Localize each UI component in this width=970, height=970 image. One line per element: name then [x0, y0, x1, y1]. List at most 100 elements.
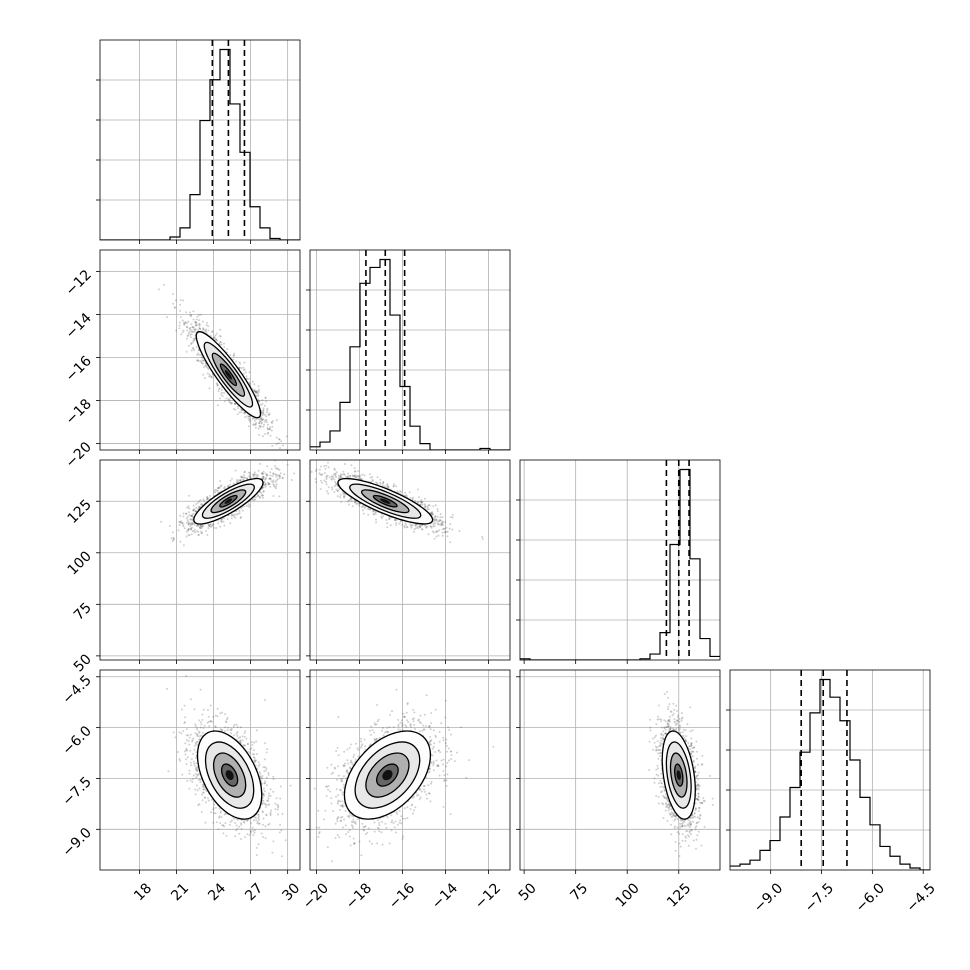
sample-point [235, 510, 238, 513]
sample-point [240, 476, 243, 479]
sample-point [229, 354, 232, 357]
sample-point [189, 522, 192, 525]
sample-point [215, 332, 218, 335]
sample-point [270, 421, 273, 423]
sample-point [278, 477, 281, 480]
sample-point [213, 337, 216, 340]
sample-point [197, 329, 200, 332]
sample-point [186, 329, 189, 332]
pair-panel-2-0 [96, 459, 301, 664]
sample-point [263, 478, 266, 481]
sample-point [190, 518, 192, 521]
sample-point [191, 518, 194, 521]
sample-point [183, 527, 186, 530]
sample-point [213, 527, 216, 529]
sample-point [198, 319, 200, 322]
sample-point [332, 477, 335, 480]
sample-point [173, 538, 175, 540]
sample-point [189, 523, 192, 526]
sample-point [430, 511, 433, 514]
sample-point [257, 469, 260, 472]
sample-point [198, 324, 201, 327]
sample-point [435, 519, 438, 522]
sample-point [258, 462, 261, 465]
sample-point [210, 376, 213, 379]
sample-point [181, 331, 184, 334]
sample-point [180, 333, 183, 336]
sample-point [302, 462, 304, 464]
sample-point [187, 523, 190, 526]
sample-point [246, 477, 249, 480]
sample-point [405, 524, 408, 526]
sample-point [171, 293, 174, 295]
sample-point [368, 473, 371, 476]
sample-point [265, 415, 268, 418]
sample-point [197, 360, 200, 362]
sample-point [182, 329, 185, 332]
sample-point [412, 496, 415, 499]
sample-point [189, 328, 192, 331]
sample-point [208, 373, 211, 376]
sample-point [221, 395, 224, 398]
sample-point [200, 361, 203, 363]
sample-point [420, 501, 422, 503]
sample-point [188, 534, 191, 537]
sample-point [257, 385, 260, 388]
sample-point [266, 481, 269, 484]
sample-point [187, 334, 190, 337]
sample-point [263, 423, 265, 426]
sample-point [182, 544, 185, 547]
sample-point [188, 331, 191, 333]
sample-point [261, 472, 264, 475]
sample-point [216, 384, 219, 387]
sample-point [181, 521, 184, 524]
sample-point [240, 516, 242, 519]
sample-point [192, 330, 195, 333]
sample-point [172, 538, 175, 541]
sample-point [279, 475, 281, 478]
sample-point [243, 476, 246, 479]
sample-point [319, 488, 322, 490]
sample-point [209, 334, 212, 337]
sample-point [303, 463, 305, 465]
sample-point [192, 318, 195, 321]
sample-point [286, 463, 289, 466]
sample-point [207, 497, 210, 500]
sample-point [323, 472, 326, 474]
sample-point [354, 474, 357, 477]
sample-point [238, 366, 241, 369]
hist-panel-3 [726, 669, 931, 874]
sample-point [373, 513, 376, 516]
sample-point [437, 534, 440, 537]
sample-point [261, 418, 264, 421]
sample-point [175, 329, 178, 332]
sample-point [242, 369, 245, 372]
sample-point [186, 335, 189, 337]
sample-point [191, 331, 194, 334]
sample-point [211, 330, 214, 333]
sample-point [396, 490, 399, 493]
sample-point [210, 525, 213, 528]
sample-point [278, 469, 281, 471]
sample-point [392, 485, 395, 487]
sample-point [443, 531, 446, 533]
sample-point [268, 482, 271, 485]
sample-point [262, 477, 265, 479]
sample-point [232, 354, 235, 357]
sample-point [400, 490, 403, 493]
sample-point [253, 473, 256, 476]
sample-point [271, 425, 274, 428]
sample-point [261, 472, 264, 475]
sample-point [282, 444, 285, 447]
sample-point [202, 498, 205, 501]
sample-point [201, 359, 204, 362]
histogram-step [310, 258, 510, 450]
sample-point [185, 512, 188, 515]
sample-point [405, 526, 408, 529]
sample-point [234, 402, 237, 405]
sample-point [220, 484, 223, 487]
sample-point [187, 522, 190, 525]
sample-point [261, 419, 264, 422]
sample-point [266, 423, 269, 426]
sample-point [193, 523, 196, 526]
